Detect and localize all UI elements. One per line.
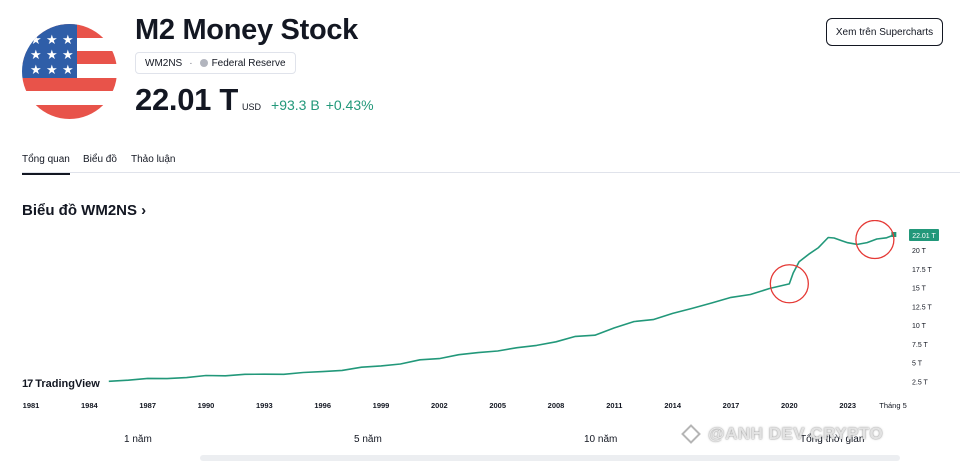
svg-text:★: ★ xyxy=(46,33,58,48)
svg-text:★: ★ xyxy=(62,33,74,48)
highlight-circle xyxy=(855,220,895,260)
symbol-pill[interactable]: WM2NS · Federal Reserve xyxy=(135,52,296,74)
last-value-label: 22.01 T xyxy=(912,233,936,240)
x-tick-label: 1990 xyxy=(198,401,215,410)
x-tick-label: 1987 xyxy=(139,401,156,410)
x-tick-label: 2011 xyxy=(606,401,622,410)
range-selector: 1 năm 5 năm 10 năm Tổng thời gian xyxy=(0,434,960,448)
range-1y[interactable]: 1 năm xyxy=(124,434,152,445)
svg-text:★: ★ xyxy=(46,63,58,78)
y-tick-label: 7.5 T xyxy=(912,342,929,349)
x-tick-label: 2017 xyxy=(723,401,740,410)
y-tick-label: 17.5 T xyxy=(912,267,932,274)
range-5y[interactable]: 5 năm xyxy=(354,434,382,445)
svg-text:★: ★ xyxy=(62,63,74,78)
y-tick-label: 12.5 T xyxy=(912,304,932,311)
us-flag-icon: ★ ★ ★ ★ ★ ★ ★ ★ ★ xyxy=(22,24,117,119)
svg-text:★: ★ xyxy=(30,33,42,48)
x-tick-label: 2002 xyxy=(431,401,448,410)
highlight-circle xyxy=(769,264,809,304)
tab-chart[interactable]: Biểu đồ xyxy=(83,154,117,165)
svg-text:★: ★ xyxy=(30,48,42,63)
globe-icon xyxy=(199,59,208,67)
watermark-text: @ANH DEV CRYPTO xyxy=(708,424,884,443)
last-value-badge xyxy=(909,229,939,241)
tradingview-mark-icon: 17 xyxy=(22,378,33,390)
x-tick-label: 1984 xyxy=(81,401,99,410)
change-absolute: +93.3 B xyxy=(271,97,320,113)
svg-text:★: ★ xyxy=(30,63,42,78)
svg-text:★: ★ xyxy=(46,48,58,63)
price-row: 22.01 T USD +93.3 B +0.43% xyxy=(135,82,380,118)
range-10y[interactable]: 10 năm xyxy=(584,434,618,445)
y-tick-label: 15 T xyxy=(912,286,927,293)
x-tick-label: 2023 xyxy=(839,401,856,410)
y-tick-label: 5 T xyxy=(912,361,923,368)
symbol-label: WM2NS xyxy=(145,57,183,69)
watermark-diamond-icon xyxy=(681,424,701,444)
watermark: @ANH DEV CRYPTO xyxy=(681,424,884,444)
page-title: M2 Money Stock xyxy=(135,14,359,46)
y-tick-label: 2.5 T xyxy=(912,379,929,386)
x-tick-label: 2005 xyxy=(489,401,506,410)
x-tick-label: 1999 xyxy=(373,401,390,410)
y-tick-label: 20 T xyxy=(912,248,927,255)
tradingview-logo-text: TradingView xyxy=(35,378,100,390)
x-tick-label: 1996 xyxy=(314,401,331,410)
range-all[interactable]: Tổng thời gian xyxy=(800,434,865,445)
tab-overview[interactable]: Tổng quan xyxy=(22,154,70,175)
x-tick-label: 2008 xyxy=(548,401,565,410)
source-label: Federal Reserve xyxy=(211,57,286,69)
x-tick-label: 2014 xyxy=(664,401,682,410)
x-tick-label: 1993 xyxy=(256,401,273,410)
m2-line-chart[interactable]: 22.01 T 2.5 T 5 T 7.5 T 10 T 12.5 T 15 T 17.5 T… xyxy=(0,220,960,420)
x-tick-label: 2020 xyxy=(781,401,798,410)
x-tick-label: 1981 xyxy=(23,401,40,410)
separator-dot: · xyxy=(189,57,193,69)
tradingview-logo[interactable]: 17 TradingView xyxy=(22,378,100,390)
scroll-track[interactable] xyxy=(200,455,900,461)
x-tick-label: Tháng 5 xyxy=(879,401,907,410)
supercharts-button[interactable]: Xem trên Supercharts xyxy=(826,18,943,46)
svg-text:★: ★ xyxy=(62,48,74,63)
series-line xyxy=(108,233,895,383)
change-percent: +0.43% xyxy=(325,97,374,113)
chart-section-title[interactable]: Biểu đồ WM2NS › xyxy=(22,202,147,219)
current-value: 22.01 T xyxy=(135,82,239,117)
currency-label: USD xyxy=(242,102,262,112)
tab-bar: Tổng quan Biểu đồ Thảo luận xyxy=(22,148,960,175)
y-tick-label: 10 T xyxy=(912,323,927,330)
tab-discussion[interactable]: Thảo luận xyxy=(131,154,176,165)
